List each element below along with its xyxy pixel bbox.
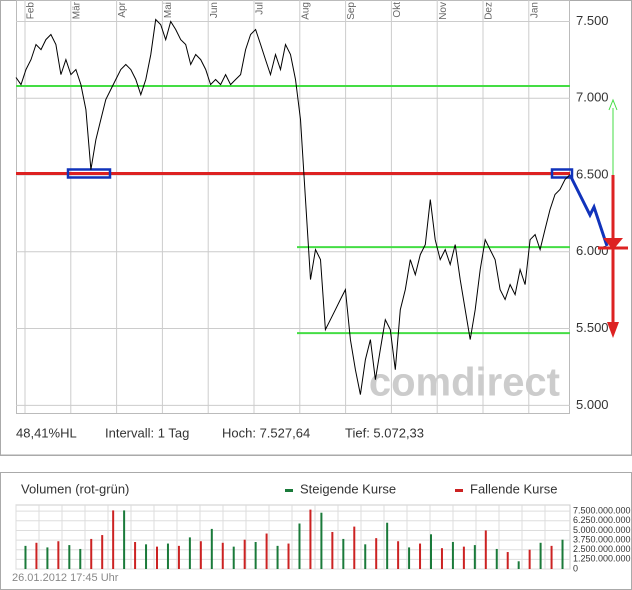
volume-bar (24, 545, 27, 569)
projection (568, 174, 609, 247)
month-label: Mai (163, 2, 174, 18)
volume-bar (430, 534, 432, 569)
arrow-head (608, 98, 618, 111)
volume-bar (188, 537, 191, 569)
y-tick-label: 5.500 (576, 320, 609, 335)
plot-frame (16, 0, 570, 414)
volume-bar (517, 561, 520, 569)
volume-bar (408, 547, 411, 569)
volume-bar (199, 541, 202, 569)
volume-bar (35, 542, 38, 569)
volume-bar (243, 539, 246, 569)
volume-bar (57, 541, 60, 569)
arrow-head (607, 322, 619, 338)
y-tick-label: 7.000 (576, 90, 609, 105)
volume-bar (112, 510, 115, 569)
volume-bar (46, 547, 49, 569)
y-tick-label: 7.500.000.000 (573, 506, 631, 516)
volume-bar (375, 538, 378, 569)
y-tick-label: 5.000 (576, 397, 609, 412)
y-tick-label: 6.250.000.000 (573, 515, 631, 525)
volume-bar (221, 542, 224, 569)
watermark: comdirect (369, 361, 560, 405)
volume-bar (134, 542, 137, 569)
volume-bar (265, 533, 268, 569)
volume-bar (156, 546, 158, 569)
volume-bar (79, 548, 82, 569)
info-text: 48,41%HL (16, 425, 77, 440)
arrow-head (603, 238, 623, 250)
y-tick-label: 0 (573, 563, 578, 573)
volume-bar (298, 523, 301, 569)
volume-bar (68, 545, 71, 569)
volume-bar (90, 538, 93, 569)
volume-bar (145, 544, 148, 569)
month-label: Mär (71, 1, 82, 19)
volume-bar (123, 510, 126, 569)
info-text: Hoch: 7.527,64 (222, 425, 310, 440)
volume-bar (353, 526, 356, 569)
volume-title: Volumen (rot-grün) (21, 481, 129, 496)
y-tick-label: 2.500.000.000 (573, 544, 631, 554)
volume-bar (320, 512, 323, 569)
volume-bar (101, 535, 104, 569)
volume-bar (254, 542, 257, 569)
month-label: Dez (484, 2, 495, 20)
volume-bar (473, 545, 476, 569)
volume-bar (342, 538, 345, 569)
volume-plot: 01.250.000.0002.500.000.0003.750.000.000… (15, 481, 631, 573)
info-text: Intervall: 1 Tag (105, 425, 189, 440)
volume-bar (386, 522, 389, 569)
volume-bar (397, 541, 400, 569)
volume-bar (364, 544, 367, 569)
month-label: Aug (300, 2, 311, 20)
y-tick-label: 6.500 (576, 166, 609, 181)
volume-bar (210, 528, 213, 569)
legend-label: Fallende Kurse (470, 481, 557, 496)
month-label: Apr (117, 1, 128, 17)
month-label: Nov (438, 2, 449, 20)
month-label: Jun (209, 2, 220, 18)
volume-bar (484, 530, 487, 569)
month-label: Okt (392, 2, 403, 18)
level-box (66, 168, 112, 179)
volume-bar (287, 543, 290, 569)
y-tick-label: 3.750.000.000 (573, 534, 631, 544)
month-label: Jul (255, 2, 266, 15)
volume-bar (550, 545, 553, 569)
month-label: Jan (529, 2, 540, 18)
volume-bar (539, 542, 542, 569)
volume-bar (276, 545, 279, 569)
month-label: Sep (346, 2, 357, 20)
price-plot: 5.000 5.500 6.000 6.500 7.000 7.500 Feb Mär Apr M… (15, 0, 609, 413)
volume-bar (166, 543, 169, 569)
level-box (550, 168, 574, 179)
y-tick-label: 5.000.000.000 (573, 525, 631, 535)
volume-bar (309, 509, 312, 569)
info-text: Tief: 5.072,33 (345, 425, 424, 440)
timestamp: 26.01.2012 17:45 Uhr (12, 572, 119, 584)
volume-bar (462, 546, 465, 569)
y-tick-label: 1.250.000.000 (573, 554, 631, 564)
volume-bar (561, 539, 564, 569)
volume-bar (451, 542, 454, 569)
legend-swatch (455, 489, 463, 492)
volume-bar (232, 546, 235, 569)
volume-bar (331, 531, 334, 569)
volume-bar (495, 548, 498, 569)
volume-bar (440, 548, 443, 569)
volume-bar (506, 552, 509, 569)
legend-label: Steigende Kurse (300, 481, 396, 496)
legend-swatch (285, 489, 293, 492)
volume-bar (419, 543, 422, 569)
month-label: Feb (26, 2, 37, 20)
volume-bar (528, 549, 531, 569)
price-line (15, 18, 571, 395)
volume-bar (177, 545, 180, 569)
y-tick-label: 7.500 (576, 13, 609, 28)
y-tick-label: 6.000 (576, 243, 609, 258)
